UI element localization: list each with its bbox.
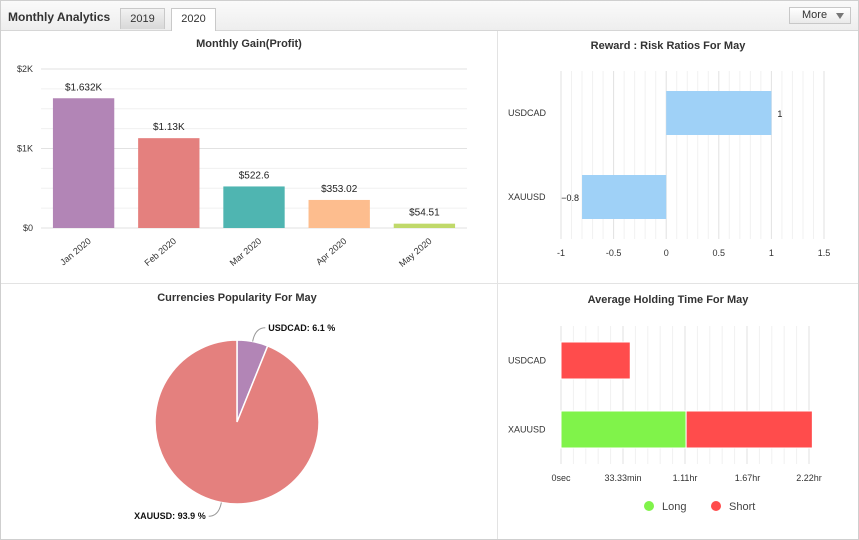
x-tick-label: 0sec [551,473,571,483]
bar [393,223,456,228]
data-label: 1 [777,109,782,119]
y-category-label: USDCAD [508,356,547,366]
x-tick-label: -1 [557,248,565,258]
widget-title: Monthly Analytics [8,10,111,24]
currencies-popularity-chart: USDCAD: 6.1 % XAUUSD: 93.9 % [134,323,335,521]
x-tick-label: 1.67hr [735,473,761,483]
currencies-popularity-title: Currencies Popularity For May [157,292,317,304]
leader-line [252,327,266,342]
bar [138,138,200,228]
legend-label: Short [729,501,755,513]
y-tick-label: $2K [17,64,33,74]
data-label: $1.632K [65,82,103,93]
y-tick-label: $1K [17,144,33,154]
x-tick-label: 1.5 [818,248,831,258]
bar-segment [560,410,687,449]
x-tick-label: 33.33min [605,473,642,483]
bar [666,91,772,135]
reward-risk-title: Reward : Risk Ratios For May [590,40,746,52]
widget-header: Monthly Analytics 2019 2020 More [1,1,858,31]
pie-label: XAUUSD: 93.9 % [134,511,206,521]
data-label: −0.8 [561,193,579,203]
reward-risk-chart: -1 -0.5 0 0.5 1 1.5 USDCAD 1 XAUUSD −0.8 [508,71,831,258]
x-tick-label: Mar 2020 [228,236,264,268]
x-tick-label: -0.5 [606,248,622,258]
panel-divider-vertical [497,31,498,539]
x-tick-label: 1.11hr [673,473,698,483]
holding-time-chart: 0sec 33.33min 1.11hr 1.67hr 2.22hr USDCAD XAUU… [508,326,822,513]
bar-segment [560,341,631,380]
legend-label: Long [662,501,686,513]
data-label: $54.51 [409,208,440,219]
holding-time-title: Average Holding Time For May [587,294,749,306]
monthly-gain-chart: $0 $1K $2K $1.632K Jan 2020 $1.13K Feb 2020 $52… [17,64,467,269]
data-label: $1.13K [153,122,185,133]
panel-divider-horizontal [1,283,858,284]
x-tick-label: Feb 2020 [143,236,179,268]
pie-slice [154,339,320,505]
bar-segment [685,410,813,449]
y-tick-label: $0 [23,223,33,233]
data-label: $353.02 [321,184,358,195]
more-button[interactable]: More [789,7,851,24]
bar [52,98,115,228]
x-tick-label: 0.5 [713,248,726,258]
bar [223,186,285,228]
legend-marker [644,501,654,511]
bar [308,199,370,228]
bar [582,175,667,219]
leader-line [208,502,222,517]
y-category-label: XAUUSD [508,192,546,202]
x-tick-label: 0 [664,248,669,258]
tab-2020[interactable]: 2020 [171,8,216,31]
legend-marker [711,501,721,511]
x-tick-label: 1 [769,248,774,258]
more-button-label: More [802,9,828,21]
data-label: $522.6 [239,170,270,181]
x-tick-label: Apr 2020 [314,236,348,267]
x-tick-label: May 2020 [397,236,434,269]
pie-label: USDCAD: 6.1 % [268,323,335,333]
chevron-down-icon [836,13,844,19]
x-tick-label: Jan 2020 [58,236,93,267]
y-category-label: XAUUSD [508,425,546,435]
x-tick-label: 2.22hr [796,473,822,483]
monthly-gain-title: Monthly Gain(Profit) [196,38,302,50]
y-category-label: USDCAD [508,108,547,118]
tab-2019[interactable]: 2019 [120,8,165,29]
